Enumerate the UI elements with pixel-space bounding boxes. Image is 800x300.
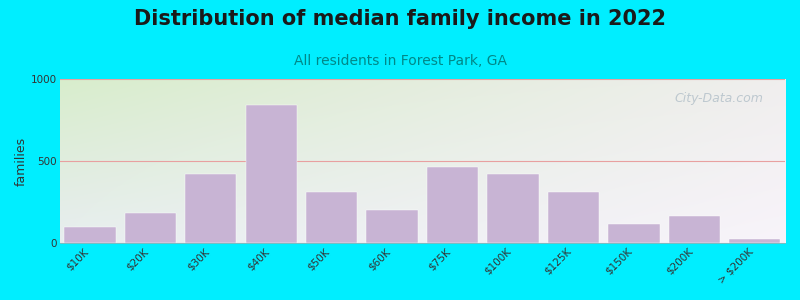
Text: All residents in Forest Park, GA: All residents in Forest Park, GA [294, 54, 506, 68]
Bar [669, 216, 720, 243]
Bar [548, 192, 599, 243]
Bar [125, 213, 176, 243]
Text: Distribution of median family income in 2022: Distribution of median family income in … [134, 9, 666, 29]
Bar [366, 210, 418, 243]
Bar [608, 224, 659, 243]
Bar [246, 105, 297, 243]
Bar [427, 167, 478, 243]
Text: City-Data.com: City-Data.com [674, 92, 763, 105]
Bar [64, 227, 115, 243]
Bar [306, 192, 358, 243]
Bar [185, 174, 237, 243]
Y-axis label: families: families [15, 136, 28, 186]
Bar [729, 239, 781, 243]
Bar [487, 174, 538, 243]
